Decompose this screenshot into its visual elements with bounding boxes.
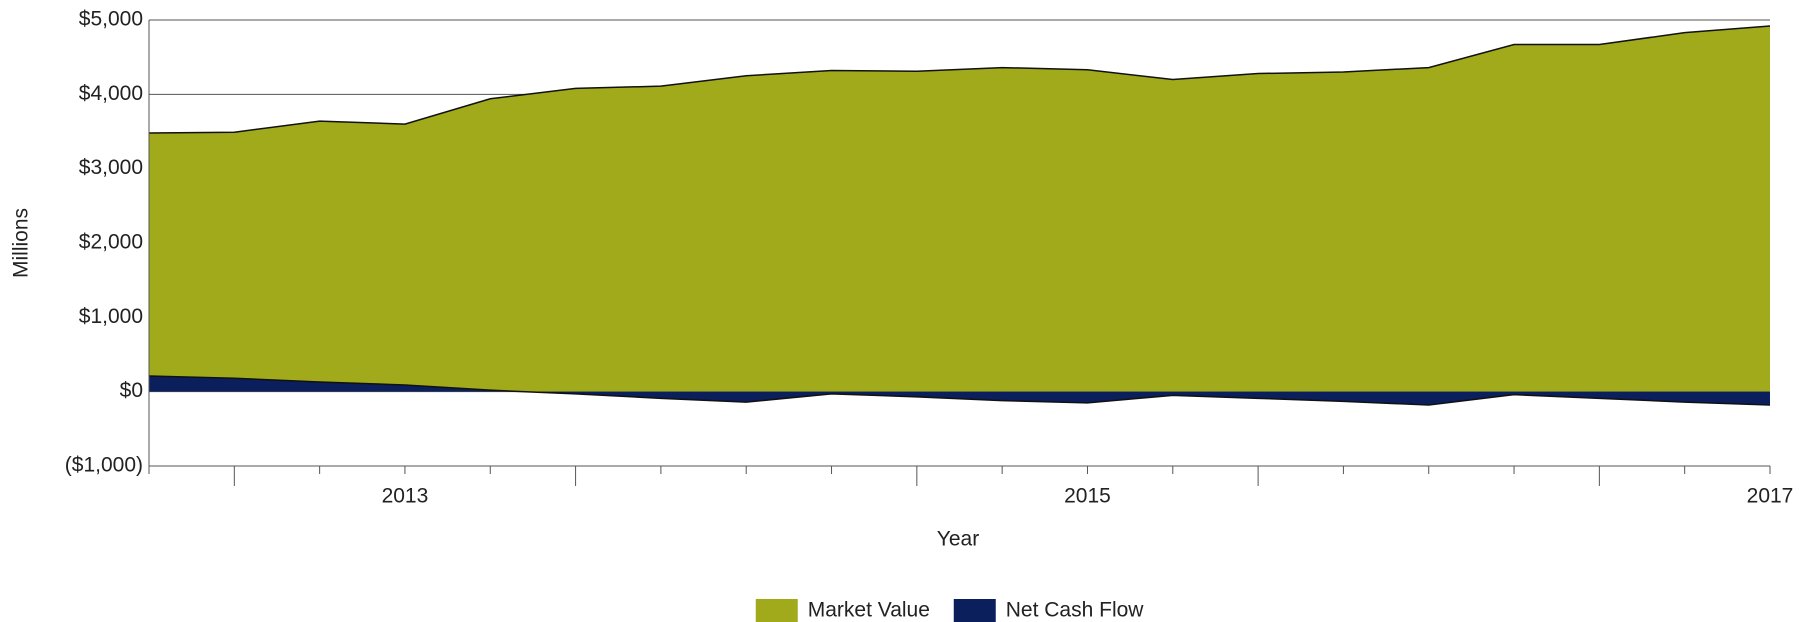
area-line xyxy=(148,375,1771,406)
y-tick-label: $5,000 xyxy=(79,8,143,31)
legend-swatch xyxy=(953,599,996,622)
legend: Market Value Net Cash Flow xyxy=(755,599,1145,622)
legend-swatch xyxy=(755,599,798,622)
y-tick-label: $3,000 xyxy=(79,156,143,179)
y-tick-label: $4,000 xyxy=(79,82,143,105)
x-axis-label: Year xyxy=(937,528,979,551)
y-tick-label: $0 xyxy=(120,379,143,402)
legend-label: Market Value xyxy=(808,599,930,622)
y-axis-label: Millions xyxy=(10,208,33,278)
x-tick-label: 2017 xyxy=(1747,485,1794,508)
area-line xyxy=(148,25,1771,134)
y-tick-label: $1,000 xyxy=(79,305,143,328)
area xyxy=(149,25,1770,392)
area xyxy=(149,376,1770,406)
x-tick-label: 2015 xyxy=(1064,485,1111,508)
legend-label: Net Cash Flow xyxy=(1006,599,1145,622)
x-tick-label: 2013 xyxy=(382,485,429,508)
y-tick-label: $2,000 xyxy=(79,231,143,254)
y-tick-label: ($1,000) xyxy=(65,454,143,477)
